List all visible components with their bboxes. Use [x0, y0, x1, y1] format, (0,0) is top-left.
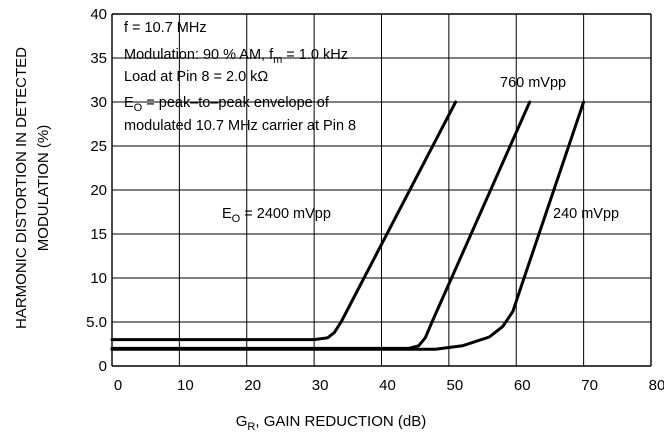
x-tick-label-0: 0 — [114, 377, 122, 394]
tick-labels: 0 10 20 30 40 50 60 70 80 0 5.0 10 15 20 25 30 35 40 — [86, 6, 664, 394]
y-tick-label-3: 15 — [90, 226, 107, 243]
y-tick-label-8: 40 — [90, 6, 107, 23]
y-tick-label-2: 10 — [90, 270, 107, 287]
x-tick-label-7: 70 — [581, 377, 598, 394]
y-tick-label-5: 25 — [90, 138, 107, 155]
y-axis-title-line1: HARMONIC DISTORTION IN DETECTED — [13, 47, 30, 329]
x-tick-label-8: 80 — [649, 377, 664, 394]
x-tick-label-4: 40 — [379, 377, 396, 394]
annotation-eo-def: EO = peak–to–peak envelope of — [124, 95, 330, 114]
series-line-1 — [110, 100, 532, 350]
series-label-240: 240 mVpp — [553, 206, 619, 222]
x-tick-label-1: 10 — [177, 377, 194, 394]
series-label-2400: EO = 2400 mVpp — [222, 206, 331, 225]
y-tick-label-7: 35 — [90, 50, 107, 67]
x-tick-label-6: 60 — [514, 377, 531, 394]
curves — [110, 100, 586, 351]
y-tick-label-1: 5.0 — [86, 314, 107, 331]
annotation-carrier: modulated 10.7 MHz carrier at Pin 8 — [124, 118, 356, 134]
y-axis-title-line2: MODULATION (%) — [35, 125, 52, 251]
y-tick-label-0: 0 — [99, 358, 107, 375]
y-tick-label-4: 20 — [90, 182, 107, 199]
series-line-2 — [110, 100, 586, 351]
x-tick-label-5: 50 — [447, 377, 464, 394]
series-line-0 — [110, 100, 458, 342]
series-label-760: 760 mVpp — [500, 75, 566, 91]
x-tick-label-2: 20 — [244, 377, 261, 394]
x-tick-label-3: 30 — [312, 377, 329, 394]
grid-lines — [111, 13, 652, 367]
y-tick-label-6: 30 — [90, 94, 107, 111]
annotation-modulation: Modulation: 90 % AM, fm = 1.0 kHz — [124, 47, 348, 66]
annotation-load: Load at Pin 8 = 2.0 kΩ — [124, 69, 268, 85]
x-axis-title: GR, GAIN REDUCTION (dB) — [236, 413, 426, 433]
annotation-frequency: f = 10.7 MHz — [124, 20, 207, 36]
